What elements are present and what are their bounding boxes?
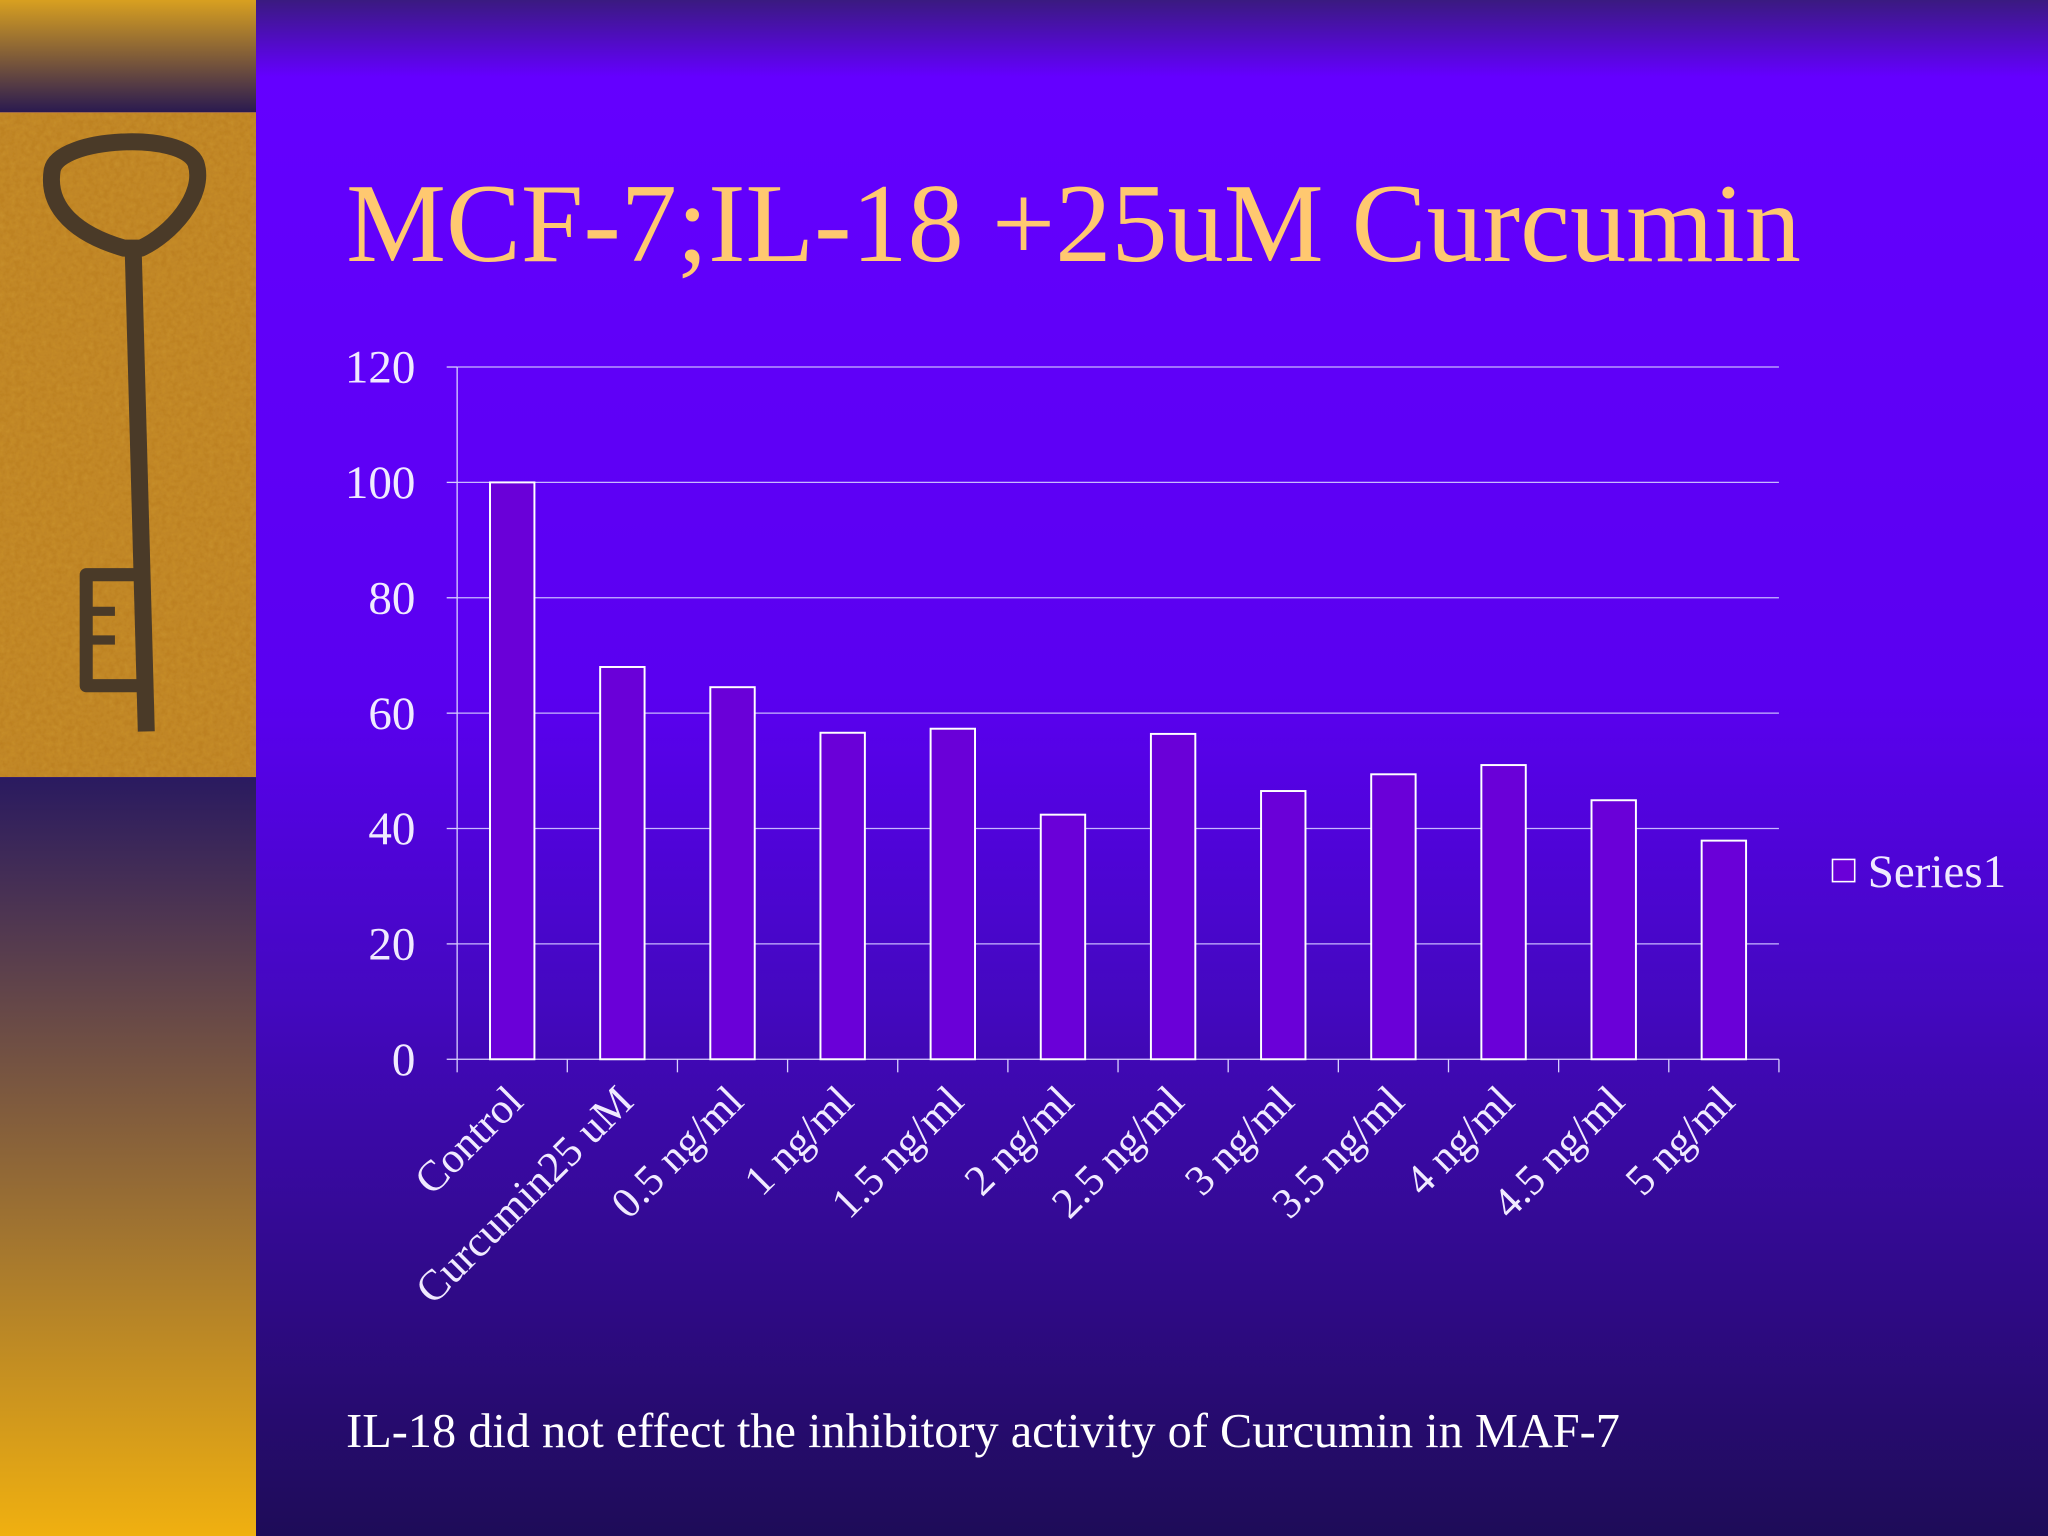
bar (1480, 764, 1527, 1061)
y-tick-label: 0 (392, 1034, 416, 1086)
key-photo (0, 112, 256, 778)
y-tick-label: 100 (345, 457, 416, 509)
bar (929, 727, 976, 1061)
bar (489, 481, 536, 1061)
legend-label: Series1 (1868, 846, 2006, 898)
bar (709, 686, 756, 1061)
y-tick-label: 80 (368, 572, 415, 624)
bar (1590, 799, 1637, 1061)
y-tick-label: 60 (368, 688, 415, 740)
side-strip (0, 777, 256, 1536)
side-strip (0, 0, 256, 113)
bar (1370, 773, 1417, 1061)
bar (1039, 813, 1087, 1061)
caption: IL-18 did not effect the inhibitory acti… (346, 1405, 1620, 1458)
key (42, 133, 207, 732)
slide-title: MCF-7;IL-18 +25uM Curcumin (346, 162, 1801, 286)
y-tick-label: 120 (345, 342, 416, 394)
legend-swatch (1831, 858, 1856, 883)
y-tick-label: 20 (368, 919, 415, 971)
bar (1149, 732, 1197, 1061)
bar (819, 731, 866, 1061)
bar (1260, 790, 1307, 1061)
bar (1700, 839, 1748, 1061)
bar (599, 666, 646, 1061)
y-tick-label: 40 (368, 803, 415, 855)
